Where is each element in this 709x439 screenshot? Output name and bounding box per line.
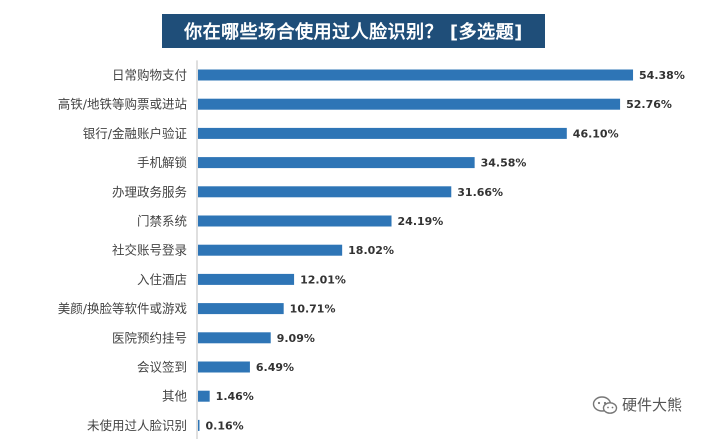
category-label: 医院预约挂号: [112, 330, 187, 345]
value-label: 46.10%: [573, 127, 619, 140]
bar: [198, 98, 621, 110]
value-label: 6.49%: [256, 361, 294, 374]
value-label: 24.19%: [398, 215, 444, 228]
bar: [198, 127, 567, 139]
watermark: 硬件大熊: [592, 394, 682, 415]
value-label: 0.16%: [206, 419, 244, 432]
category-label: 未使用过人脸识别: [87, 418, 187, 433]
value-label: 12.01%: [300, 273, 346, 286]
bar: [198, 215, 392, 227]
category-label: 入住酒店: [137, 272, 187, 287]
chart-title-box: 你在哪些场合使用过人脸识别？ [多选题]: [162, 14, 545, 48]
category-label: 日常购物支付: [112, 68, 187, 83]
category-label: 社交账号登录: [112, 243, 187, 258]
value-label: 1.46%: [216, 390, 254, 403]
category-label: 会议签到: [137, 360, 187, 375]
value-label: 34.58%: [481, 157, 527, 170]
chart-title: 你在哪些场合使用过人脸识别？ [多选题]: [184, 22, 523, 43]
category-label: 门禁系统: [137, 214, 187, 229]
value-label: 54.38%: [639, 69, 685, 82]
bar: [198, 157, 475, 169]
bar: [198, 244, 343, 256]
bar: [198, 186, 452, 198]
bar: [198, 69, 634, 81]
value-label: 9.09%: [277, 332, 315, 345]
category-label: 银行/金融账户验证: [83, 126, 188, 141]
bar: [198, 390, 210, 402]
category-label: 办理政务服务: [112, 184, 187, 199]
category-label: 手机解锁: [137, 155, 188, 170]
value-label: 10.71%: [290, 303, 336, 316]
bar: [198, 303, 284, 315]
bar: [198, 419, 200, 431]
bar: [198, 361, 250, 373]
category-label: 其他: [162, 389, 188, 404]
category-label: 高铁/地铁等购票或进站: [58, 97, 187, 112]
category-label: 美颜/换脸等软件或游戏: [58, 301, 187, 316]
watermark-text: 硬件大熊: [622, 396, 683, 414]
value-label: 31.66%: [457, 186, 503, 199]
bar: [198, 332, 271, 344]
value-label: 18.02%: [348, 244, 394, 257]
value-label: 52.76%: [626, 98, 672, 111]
wechat-icon: [592, 395, 618, 414]
bar: [198, 273, 295, 285]
